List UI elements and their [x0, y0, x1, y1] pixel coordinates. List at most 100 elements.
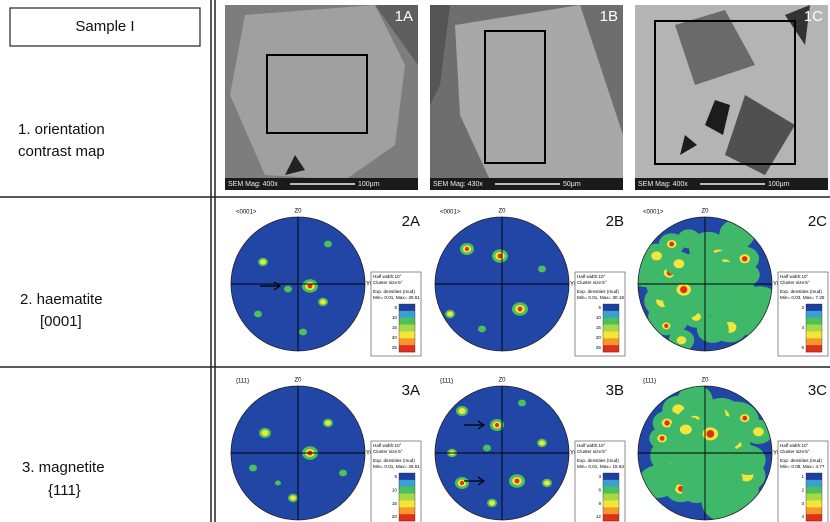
spot	[495, 423, 499, 427]
color-ramp	[603, 473, 619, 480]
scale-tick: 20	[392, 335, 398, 340]
spot	[538, 266, 546, 273]
legend-text: Min= 0.01, Max= 15.63	[577, 464, 624, 469]
sem-mag: SEM Mag: 400x	[638, 181, 688, 188]
color-ramp	[806, 487, 822, 494]
legend-text: Min= 0.01, Max= 30.19	[577, 295, 624, 300]
legend-text: Cluster size:5°	[577, 280, 607, 285]
spot	[677, 336, 687, 344]
pole-label: {111}	[236, 379, 249, 385]
spot	[742, 256, 747, 261]
spot	[674, 259, 685, 268]
color-ramp	[806, 500, 822, 507]
spot	[544, 481, 550, 486]
spot	[447, 312, 453, 317]
spot	[753, 427, 764, 436]
color-ramp	[806, 494, 822, 501]
spot	[651, 251, 662, 260]
color-ramp	[806, 345, 822, 352]
scale-tick: 15	[392, 501, 398, 506]
spot	[290, 496, 296, 501]
legend-text: Cluster size:5°	[577, 449, 607, 454]
row-label: [0001]	[40, 313, 82, 330]
scale-tick: 4	[801, 325, 804, 330]
panel-id: 1C	[804, 8, 823, 25]
z-label: Z0	[294, 378, 302, 384]
spot	[660, 436, 665, 441]
scale-tick: 15	[596, 325, 602, 330]
spot	[669, 242, 674, 247]
color-ramp	[603, 494, 619, 501]
color-ramp	[603, 514, 619, 521]
spot	[324, 241, 332, 248]
scale-tick: 9	[598, 501, 601, 506]
color-ramp	[399, 345, 415, 352]
panel-id: 3C	[808, 382, 827, 399]
color-ramp	[399, 514, 415, 521]
sem-mag: SEM Mag: 430x	[433, 181, 483, 188]
legend-text: Half width:10°	[373, 274, 402, 279]
color-ramp	[806, 331, 822, 338]
color-ramp	[806, 507, 822, 514]
spot	[325, 421, 331, 426]
color-ramp	[399, 325, 415, 332]
spot	[254, 311, 262, 318]
scale-tick: 20	[596, 335, 602, 340]
legend-text: Cluster size:5°	[780, 280, 810, 285]
spot	[678, 229, 700, 248]
spot	[518, 400, 526, 407]
scale-text: 100µm	[358, 181, 380, 188]
spot	[664, 324, 668, 328]
scale-text: 50µm	[563, 181, 581, 188]
scale-text: 100µm	[768, 181, 790, 188]
legend-text: Min= 0.08, Max= 4.77	[780, 464, 825, 469]
pole-label: <0001>	[236, 210, 257, 216]
color-ramp	[399, 304, 415, 311]
color-ramp	[603, 507, 619, 514]
panel-id: 3A	[402, 382, 420, 399]
scale-tick: 5	[394, 305, 397, 310]
color-ramp	[806, 318, 822, 325]
row-label: {111}	[48, 482, 81, 499]
color-ramp	[603, 318, 619, 325]
color-ramp	[603, 487, 619, 494]
spot	[489, 501, 495, 506]
legend-text: Half width:10°	[577, 443, 606, 448]
color-ramp	[806, 480, 822, 487]
color-ramp	[806, 311, 822, 318]
color-ramp	[806, 325, 822, 332]
panel-id: 2A	[402, 213, 420, 230]
spot	[680, 425, 692, 435]
spot	[249, 465, 257, 472]
color-ramp	[603, 500, 619, 507]
spot	[299, 329, 307, 336]
color-ramp	[603, 338, 619, 345]
pole-label: <0001>	[440, 210, 461, 216]
spot	[680, 286, 687, 293]
color-ramp	[399, 473, 415, 480]
spot	[483, 445, 491, 452]
spot	[458, 408, 465, 414]
color-ramp	[603, 304, 619, 311]
spot	[478, 326, 486, 333]
row-label: 1. orientation	[18, 121, 105, 138]
color-ramp	[399, 507, 415, 514]
spot	[515, 479, 520, 484]
legend-text: Exp. densities (mud)	[780, 289, 822, 294]
figure: Sample I 1. orientationcontrast map2. ha…	[0, 0, 830, 522]
legend-text: Exp. densities (mud)	[373, 458, 415, 463]
scale-tick: 10	[392, 315, 398, 320]
legend-text: Half width:10°	[780, 274, 809, 279]
spot	[518, 307, 523, 312]
spot	[689, 459, 718, 483]
legend-text: Half width:10°	[577, 274, 606, 279]
spot	[742, 416, 747, 421]
legend-text: Exp. densities (mud)	[373, 289, 415, 294]
pole-label: {111}	[440, 379, 453, 385]
spot	[284, 286, 292, 293]
row-label: 2. haematite	[20, 291, 103, 308]
spot	[719, 219, 754, 249]
z-label: Z0	[701, 209, 709, 215]
z-label: Z0	[294, 209, 302, 215]
scale-tick: 10	[596, 315, 602, 320]
